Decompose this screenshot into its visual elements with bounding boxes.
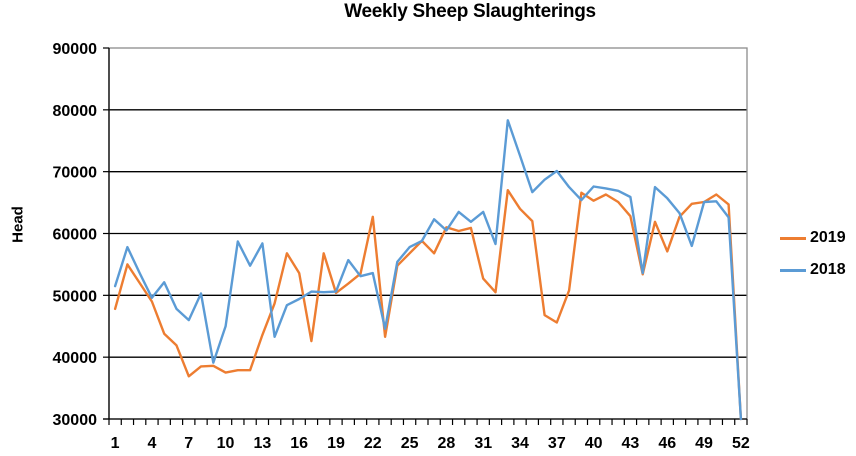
x-tick-label: 49 — [695, 435, 713, 452]
x-tick-label: 28 — [438, 435, 456, 452]
x-tick-label: 22 — [364, 435, 382, 452]
legend-item-2018: 2018 — [780, 254, 846, 286]
x-tick-label: 37 — [548, 435, 566, 452]
x-tick-label: 40 — [585, 435, 603, 452]
x-tick-label: 16 — [290, 435, 308, 452]
x-tick-label: 25 — [401, 435, 419, 452]
legend-label: 2018 — [810, 261, 846, 278]
x-tick-label: 13 — [253, 435, 271, 452]
y-tick-label: 30000 — [53, 412, 98, 429]
x-tick-label: 43 — [622, 435, 640, 452]
y-tick-label: 60000 — [53, 227, 98, 244]
y-tick-label: 70000 — [53, 165, 98, 182]
data-series — [113, 119, 743, 421]
legend-item-2019: 2019 — [780, 222, 846, 254]
x-tick-label: 10 — [217, 435, 235, 452]
legend-swatch-orange-icon — [780, 236, 806, 240]
tick-labels: 30000 40000 50000 60000 70000 80000 90000 1 4 7 10… — [53, 41, 750, 452]
chart-title: Weekly Sheep Slaughterings — [344, 1, 596, 22]
legend-swatch-blue-icon — [780, 268, 806, 272]
y-tick-label: 90000 — [53, 41, 98, 58]
axes — [103, 47, 748, 425]
legend-label: 2019 — [810, 229, 846, 246]
legend: 2019 2018 — [780, 222, 846, 286]
x-tick-label: 52 — [732, 435, 750, 452]
x-tick-label: 34 — [511, 435, 529, 452]
x-tick-label: 4 — [147, 435, 156, 452]
x-tick-label: 46 — [658, 435, 676, 452]
y-tick-label: 50000 — [53, 288, 98, 305]
series-line-2018 — [113, 119, 743, 421]
x-tick-label: 31 — [474, 435, 492, 452]
x-tick-label: 7 — [184, 435, 193, 452]
gridlines — [109, 109, 747, 358]
x-tick-label: 19 — [327, 435, 345, 452]
y-tick-label: 80000 — [53, 103, 98, 120]
series-line-2019 — [113, 188, 743, 421]
x-tick-label: 1 — [111, 435, 120, 452]
y-tick-label: 40000 — [53, 350, 98, 367]
